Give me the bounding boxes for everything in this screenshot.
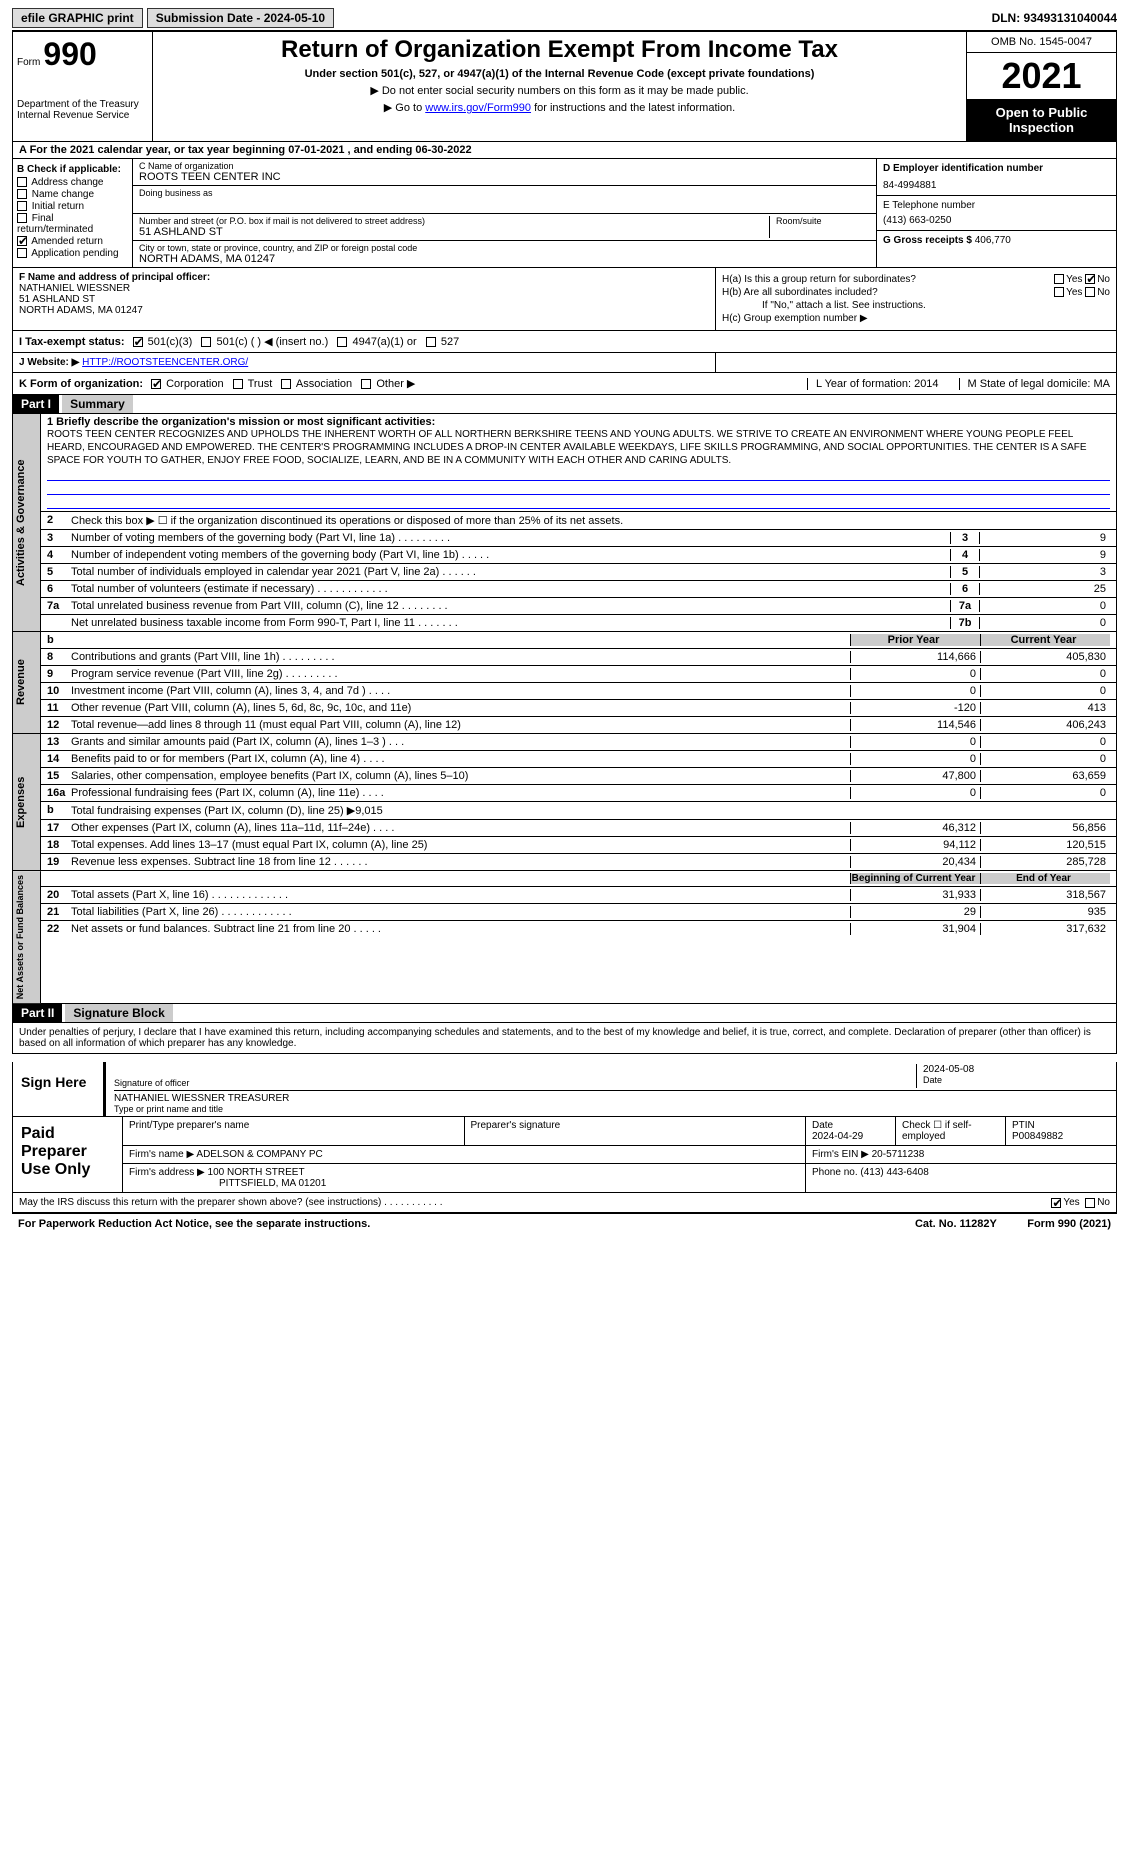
prep-date: 2024-04-29: [812, 1131, 889, 1142]
officer-name: NATHANIEL WIESSNER: [19, 283, 709, 294]
tax-status-check[interactable]: [426, 337, 436, 347]
dln-label: DLN: 93493131040044: [992, 11, 1117, 25]
row-i: I Tax-exempt status: 501(c)(3) 501(c) ( …: [12, 331, 1117, 353]
box-b-check[interactable]: [17, 213, 27, 223]
part2-title: Signature Block: [65, 1004, 172, 1022]
box-b-check[interactable]: [17, 177, 27, 187]
org-city: NORTH ADAMS, MA 01247: [139, 253, 870, 265]
efile-button[interactable]: efile GRAPHIC print: [12, 8, 143, 28]
org-name: ROOTS TEEN CENTER INC: [139, 171, 870, 183]
footer-cat: Cat. No. 11282Y: [915, 1218, 997, 1230]
form-subtitle-2: ▶ Do not enter social security numbers o…: [161, 84, 958, 97]
box-g: G Gross receipts $ 406,770: [877, 231, 1116, 250]
website-link[interactable]: HTTP://ROOTSTEENCENTER.ORG/: [82, 357, 248, 368]
org-form-check[interactable]: [151, 379, 161, 389]
form-number: 990: [43, 36, 96, 72]
signature-declaration: Under penalties of perjury, I declare th…: [12, 1023, 1117, 1054]
org-form-check[interactable]: [233, 379, 243, 389]
box-b-check[interactable]: [17, 248, 27, 258]
omb-number: OMB No. 1545-0047: [967, 32, 1116, 53]
form-label: Form: [17, 57, 40, 68]
dept-label: Department of the Treasury Internal Reve…: [17, 99, 148, 121]
vtab-governance: Activities & Governance: [13, 414, 41, 631]
vtab-netassets: Net Assets or Fund Balances: [13, 871, 41, 1003]
form-subtitle-3: ▶ Go to www.irs.gov/Form990 for instruct…: [161, 101, 958, 114]
box-h: H(a) Is this a group return for subordin…: [716, 268, 1116, 330]
org-form-check[interactable]: [361, 379, 371, 389]
firm-ein: 20-5711238: [872, 1149, 925, 1160]
paid-preparer-label: Paid Preparer Use Only: [13, 1117, 123, 1192]
row-k: K Form of organization: Corporation Trus…: [12, 373, 1117, 395]
org-street: 51 ASHLAND ST: [139, 226, 763, 238]
footer-form: Form 990 (2021): [1027, 1218, 1111, 1230]
box-b-check[interactable]: [17, 236, 27, 246]
form-header: Form 990 Department of the Treasury Inte…: [12, 31, 1117, 142]
ein-value: 84-4994881: [883, 180, 1110, 191]
firm-addr: 100 NORTH STREET: [208, 1167, 305, 1178]
mission-text: ROOTS TEEN CENTER RECOGNIZES AND UPHOLDS…: [47, 428, 1110, 467]
year-formation: L Year of formation: 2014: [807, 378, 939, 390]
ptin: P00849882: [1012, 1131, 1110, 1142]
irs-link[interactable]: www.irs.gov/Form990: [425, 102, 531, 114]
gross-receipts: 406,770: [975, 235, 1011, 246]
ha-no-check[interactable]: [1085, 274, 1095, 284]
tax-status-check[interactable]: [201, 337, 211, 347]
box-f: F Name and address of principal officer:…: [13, 268, 716, 330]
form-title: Return of Organization Exempt From Incom…: [161, 36, 958, 64]
part1-title: Summary: [62, 395, 133, 413]
firm-phone: (413) 443-6408: [860, 1167, 928, 1178]
officer-sig-name: NATHANIEL WIESSNER TREASURER: [114, 1093, 1116, 1104]
org-form-check[interactable]: [281, 379, 291, 389]
discuss-yes-check[interactable]: [1051, 1198, 1061, 1208]
box-b: B Check if applicable: Address change Na…: [13, 159, 133, 267]
box-e: E Telephone number (413) 663-0250: [877, 196, 1116, 231]
tax-status-check[interactable]: [133, 337, 143, 347]
vtab-revenue: Revenue: [13, 632, 41, 733]
part2-header: Part II: [13, 1004, 62, 1022]
tax-year: 2021: [967, 53, 1116, 99]
line-a: A For the 2021 calendar year, or tax yea…: [12, 142, 1117, 159]
top-bar: efile GRAPHIC print Submission Date - 20…: [12, 8, 1117, 31]
part1-header: Part I: [13, 395, 59, 413]
submission-date: Submission Date - 2024-05-10: [147, 8, 334, 28]
box-c: C Name of organization ROOTS TEEN CENTER…: [133, 159, 876, 267]
box-b-check[interactable]: [17, 189, 27, 199]
box-b-check[interactable]: [17, 201, 27, 211]
discuss-row: May the IRS discuss this return with the…: [12, 1193, 1117, 1213]
phone-value: (413) 663-0250: [883, 215, 1110, 226]
form-subtitle-1: Under section 501(c), 527, or 4947(a)(1)…: [161, 68, 958, 80]
footer-left: For Paperwork Reduction Act Notice, see …: [18, 1218, 370, 1230]
firm-name: ADELSON & COMPANY PC: [196, 1149, 322, 1160]
state-domicile: M State of legal domicile: MA: [959, 378, 1110, 390]
sign-here-label: Sign Here: [13, 1062, 103, 1116]
tax-status-check[interactable]: [337, 337, 347, 347]
box-d: D Employer identification number 84-4994…: [877, 159, 1116, 196]
open-to-public: Open to Public Inspection: [967, 99, 1116, 141]
sign-date: 2024-05-08: [923, 1064, 1116, 1075]
vtab-expenses: Expenses: [13, 734, 41, 870]
